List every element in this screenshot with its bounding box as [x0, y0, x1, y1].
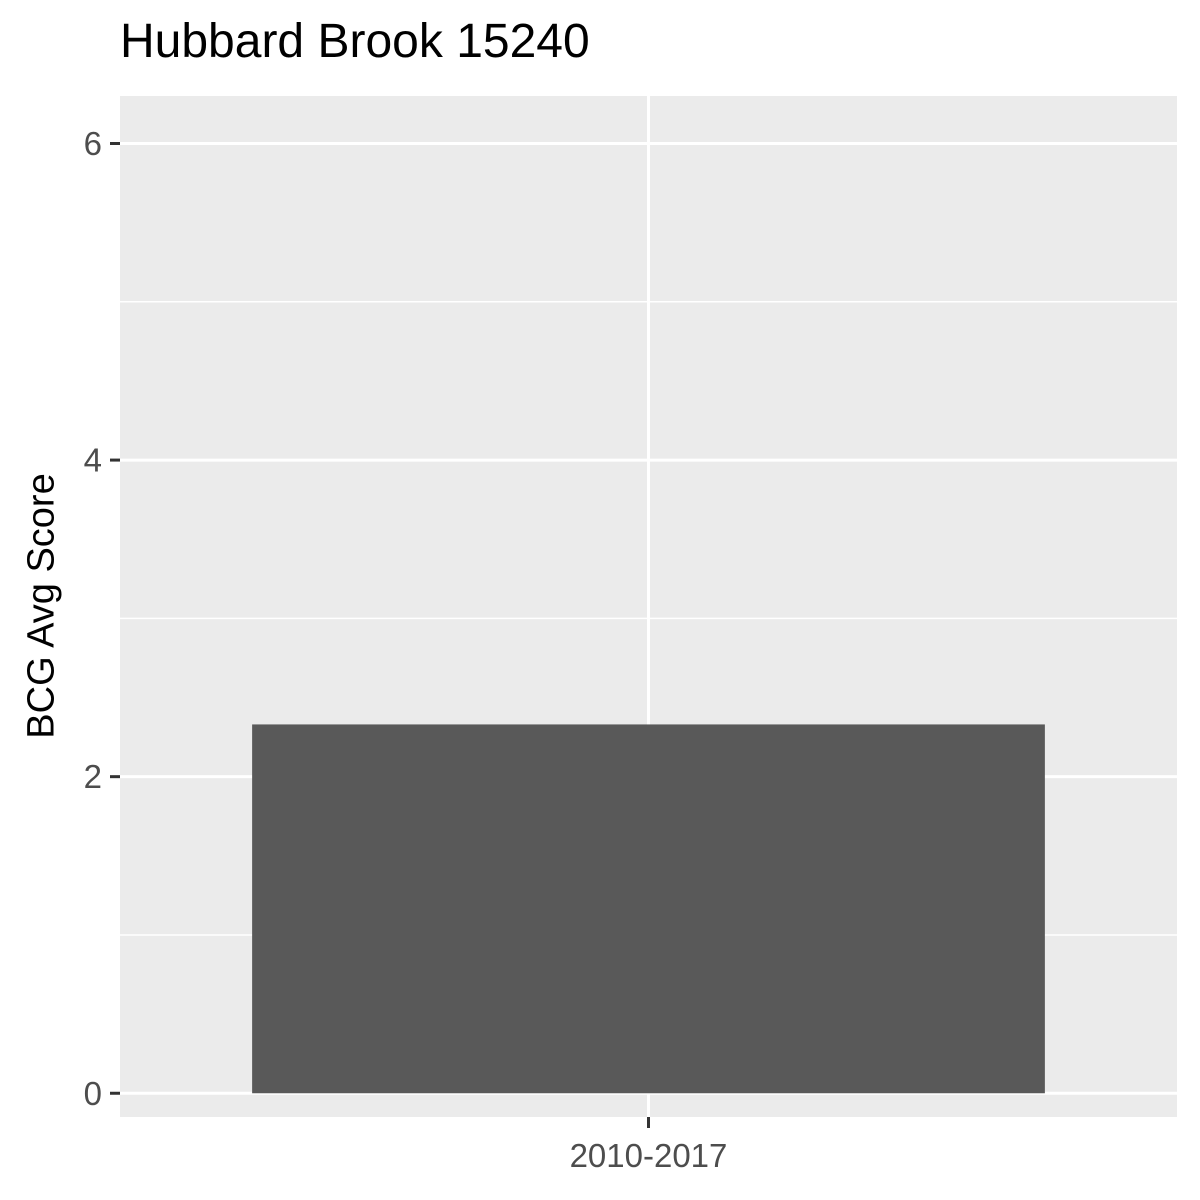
bar — [252, 724, 1045, 1094]
x-tick-label: 2010-2017 — [570, 1137, 728, 1174]
y-tick-label: 4 — [84, 442, 102, 479]
y-tick-label: 6 — [84, 125, 102, 162]
chart-title: Hubbard Brook 15240 — [120, 15, 590, 68]
y-tick-label: 2 — [84, 758, 102, 795]
y-tick-label: 0 — [84, 1075, 102, 1112]
